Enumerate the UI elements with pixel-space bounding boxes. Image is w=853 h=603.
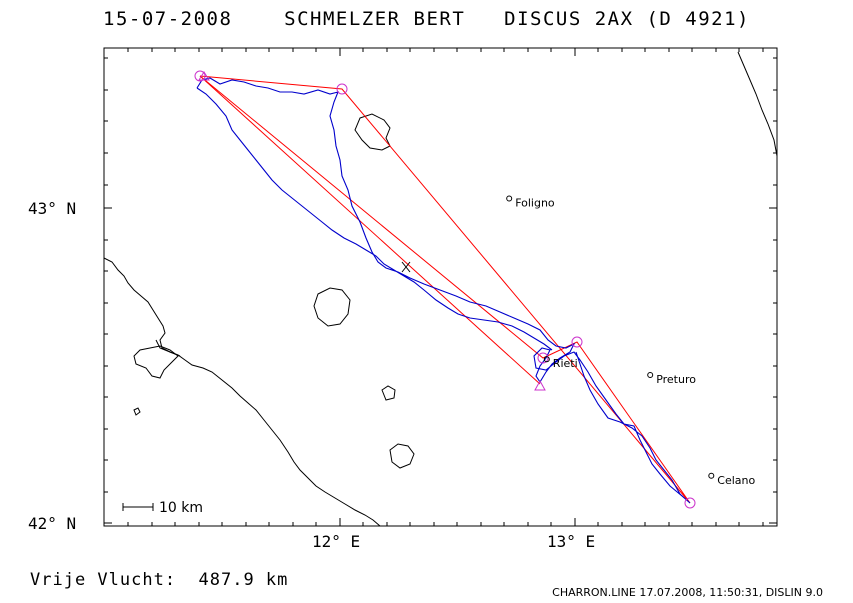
coastal-lake	[133, 345, 179, 379]
distance-label: Vrije Vlucht: 487.9 km	[30, 570, 289, 590]
lon-label-13: 13° E	[547, 532, 596, 551]
task-route	[199, 75, 691, 504]
flight-track	[196, 77, 691, 504]
lon-label-12: 12° E	[312, 532, 361, 551]
lake-trasimeno	[354, 113, 391, 151]
coastline-east	[737, 51, 778, 157]
turnpoint-5	[537, 352, 549, 364]
scale-bar-label: 10 km	[159, 500, 203, 516]
title-glider: DISCUS 2AX (D 4921)	[504, 8, 750, 30]
lat-label-42: 42° N	[28, 514, 77, 533]
title-pilot: SCHMELZER BERT	[284, 8, 466, 30]
turnpoint-3	[684, 497, 696, 509]
turnpoint-2	[336, 83, 348, 95]
coastline-west	[103, 257, 381, 527]
lake-bolsena	[313, 287, 351, 327]
map-title: 15-07-2008 SCHMELZER BERT DISCUS 2AX (D …	[0, 8, 853, 30]
coastal-inlet	[155, 339, 181, 357]
island	[133, 407, 141, 416]
axis-ticks	[104, 48, 777, 526]
city-label-preturo: Preturo	[656, 373, 696, 386]
turnpoint-markers	[194, 70, 696, 509]
city-marker-preturo	[647, 371, 654, 378]
map-frame	[103, 47, 778, 527]
turnpoint-1	[194, 70, 206, 82]
cities-layer: Foligno Rieti Preturo Celano	[506, 195, 756, 487]
finish-marker	[534, 379, 546, 391]
lat-label-43: 43° N	[28, 199, 77, 218]
lake-bracciano	[389, 443, 415, 469]
start-marker	[198, 71, 210, 81]
city-marker-foligno	[506, 195, 513, 202]
scale-bar: 10 km	[122, 500, 203, 516]
city-marker-rieti	[543, 356, 550, 363]
lake-vico	[381, 385, 396, 401]
city-marker-celano	[708, 472, 715, 479]
city-label-foligno: Foligno	[515, 197, 555, 210]
turnpoint-4	[571, 336, 583, 348]
title-date: 15-07-2008	[103, 8, 233, 30]
task-route-closing	[199, 75, 541, 385]
track-mark	[401, 261, 411, 273]
city-label-rieti: Rieti	[553, 357, 578, 370]
city-label-celano: Celano	[717, 474, 755, 487]
credit-label: CHARRON.LINE 17.07.2008, 11:50:31, DISLI…	[552, 586, 823, 599]
